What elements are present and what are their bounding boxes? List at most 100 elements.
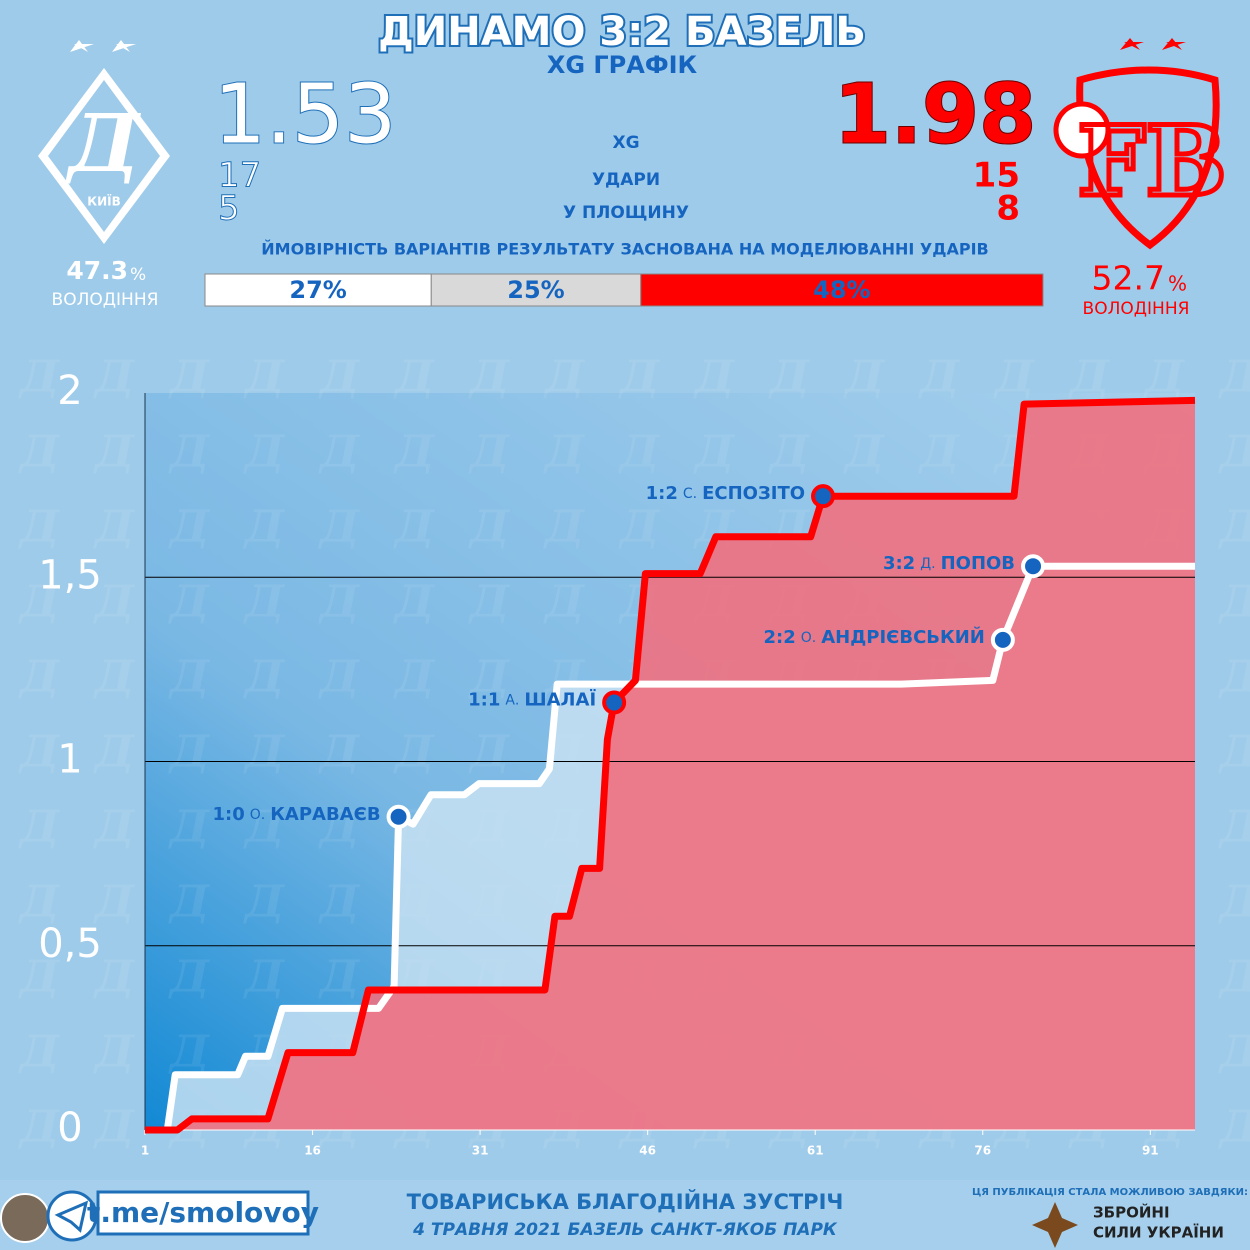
goal-marker — [811, 484, 836, 509]
link-box[interactable] — [96, 1190, 310, 1236]
watermark: Д — [243, 577, 285, 628]
watermark: Д — [243, 352, 285, 403]
watermark: Д — [918, 352, 960, 403]
away-possession-unit: % — [1168, 272, 1187, 296]
sponsor-line: СИЛИ УКРАЇНИ — [1093, 1223, 1224, 1242]
goal-marker — [1021, 554, 1046, 579]
home-on-target: 5 — [218, 189, 240, 229]
goal-label: 1:2 С. ЕСПОЗІТО — [646, 483, 805, 504]
watermark: Д — [18, 952, 60, 1003]
home-logo: Д КИЇВ — [38, 40, 170, 244]
watermark: Д — [168, 427, 210, 478]
watermark: Д — [18, 427, 60, 478]
goal-marker — [602, 690, 627, 715]
watermark: Д — [93, 427, 135, 478]
watermark: Д — [243, 802, 285, 853]
watermark: Д — [18, 877, 60, 928]
y-tick-label: 0,5 — [38, 921, 102, 967]
probability-caption: ЙМОВІРНІСТЬ ВАРІАНТІВ РЕЗУЛЬТАТУ ЗАСНОВА… — [261, 240, 988, 259]
watermark: Д — [18, 577, 60, 628]
star — [1162, 38, 1186, 50]
watermark: Д — [993, 352, 1035, 403]
watermark: Д — [168, 577, 210, 628]
watermark: Д — [543, 427, 585, 478]
goal-initial: С. — [683, 486, 697, 502]
watermark: Д — [1218, 877, 1250, 928]
y-tick-label: 1 — [57, 737, 82, 783]
goal-label: 2:2 О. АНДРІЄВСЬКИЙ — [764, 626, 985, 648]
watermark: Д — [168, 727, 210, 778]
goal-initial: А. — [505, 693, 519, 709]
watermark: Д — [318, 652, 360, 703]
probability-bar — [430, 273, 642, 307]
watermark: Д — [243, 427, 285, 478]
watermark: Д — [693, 427, 735, 478]
goal-label: 1:0 О. КАРАВАЄВ — [212, 804, 380, 825]
probability-label: 48% — [813, 276, 870, 304]
watermark: Д — [918, 427, 960, 478]
watermark: Д — [1218, 802, 1250, 853]
watermark: Д — [18, 652, 60, 703]
x-tick-label: 46 — [639, 1144, 656, 1158]
watermark: Д — [318, 877, 360, 928]
sponsor-line: ЗБРОЙНІ — [1093, 1203, 1170, 1222]
watermark: Д — [93, 577, 135, 628]
watermark: Д — [468, 577, 510, 628]
probability-bar — [640, 273, 1044, 307]
y-tick-label: 2 — [57, 368, 82, 414]
watermark: Д — [468, 352, 510, 403]
event: ТОВАРИСЬКА БЛАГОДІЙНА ЗУСТРІЧ — [407, 1189, 844, 1214]
watermark: Д — [243, 652, 285, 703]
watermark: Д — [18, 1027, 60, 1078]
watermark: Д — [243, 952, 285, 1003]
watermark: Д — [1218, 727, 1250, 778]
home-possession: 47.3 — [66, 256, 128, 285]
watermark: Д — [393, 727, 435, 778]
logo-diamond-inner — [48, 80, 160, 232]
x-tick-label: 31 — [472, 1144, 489, 1158]
watermark: Д — [1218, 652, 1250, 703]
goal-initial: О. — [250, 807, 265, 823]
watermark: Д — [1218, 352, 1250, 403]
watermark: Д — [243, 502, 285, 553]
sponsor-emblem — [1032, 1202, 1078, 1248]
away-possession-label: ВОЛОДІННЯ — [1083, 299, 1190, 319]
watermark: Д — [318, 502, 360, 553]
x-tick-label: 16 — [304, 1144, 321, 1158]
away-on-target: 8 — [996, 189, 1020, 229]
goal-name: ЕСПОЗІТО — [702, 483, 805, 504]
watermark: Д — [393, 427, 435, 478]
watermark: Д — [93, 1102, 135, 1153]
home-possession-label: ВОЛОДІННЯ — [52, 290, 159, 310]
y-tick-label: 1,5 — [38, 552, 102, 598]
watermark: Д — [168, 352, 210, 403]
watermark: Д — [93, 1027, 135, 1078]
stat-label: У ПЛОЩИНУ — [563, 203, 689, 223]
watermark: Д — [543, 502, 585, 553]
goal-score: 3:2 — [883, 553, 915, 574]
stat-label: УДАРИ — [592, 170, 660, 190]
goal-name: ПОПОВ — [941, 553, 1015, 574]
watermark: Д — [318, 577, 360, 628]
logo-ball — [1053, 101, 1111, 159]
star — [1120, 38, 1144, 50]
link[interactable]: t.me/smolovoy — [87, 1196, 319, 1229]
watermark: Д — [318, 352, 360, 403]
title: ДИНАМО 3:2 БАЗЕЛЬ — [378, 9, 866, 55]
watermark: Д — [693, 352, 735, 403]
stat-label: XG — [612, 133, 639, 153]
date-place: 4 ТРАВНЯ 2021 БАЗЕЛЬ САНКТ-ЯКОБ ПАРК — [412, 1220, 838, 1240]
watermark: Д — [318, 802, 360, 853]
watermark: Д — [243, 727, 285, 778]
watermark: Д — [168, 1027, 210, 1078]
watermark: Д — [1218, 1102, 1250, 1153]
watermark: Д — [168, 952, 210, 1003]
watermark: Д — [168, 877, 210, 928]
watermark: Д — [93, 652, 135, 703]
goal-name: КАРАВАЄВ — [270, 804, 380, 825]
goal-label: 1:1 А. ШАЛАЇ — [468, 689, 596, 711]
watermark: Д — [618, 427, 660, 478]
goal-name: АНДРІЄВСЬКИЙ — [821, 626, 985, 648]
